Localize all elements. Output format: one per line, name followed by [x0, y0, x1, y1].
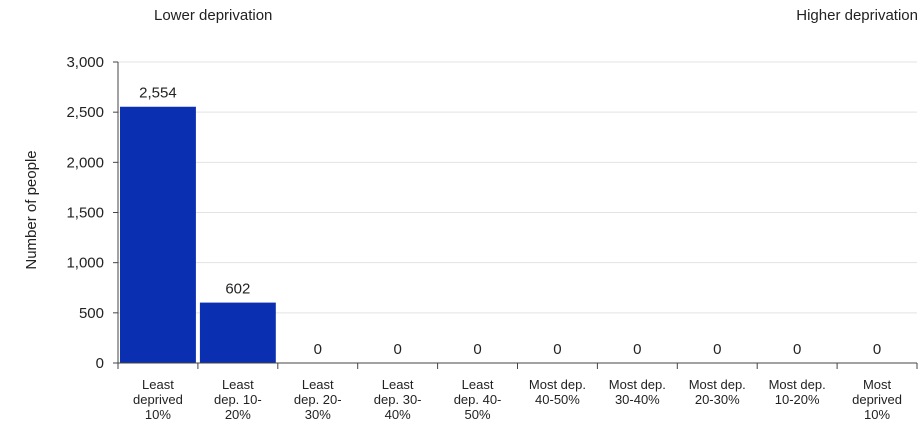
lower-deprivation-annotation: Lower deprivation — [154, 7, 273, 24]
x-tick-label: Least dep. 40-50% — [454, 377, 502, 422]
y-tick-label: 1,000 — [66, 255, 104, 272]
x-tick-label: Least dep. 30-40% — [374, 377, 422, 422]
data-label: 602 — [225, 281, 250, 298]
grid-lines — [118, 61, 917, 314]
y-tick-label: 2,000 — [66, 154, 104, 171]
y-tick-label: 500 — [79, 305, 104, 322]
data-label: 0 — [793, 341, 801, 358]
bar — [199, 302, 276, 363]
bar — [120, 106, 196, 364]
x-tick-label: Most dep. 40-50% — [529, 377, 586, 407]
data-label: 0 — [314, 341, 322, 358]
data-label: 0 — [713, 341, 721, 358]
higher-deprivation-annotation: Higher deprivation — [796, 7, 918, 24]
y-tick-label: 1,500 — [66, 205, 104, 222]
data-label: 0 — [473, 341, 481, 358]
bars — [120, 106, 276, 364]
x-tick-label: Most dep. 20-30% — [689, 377, 746, 407]
x-tick-labels: Least deprived 10% Least dep. 10-20% Least dep… — [133, 377, 902, 422]
x-tick-label: Least dep. 20-30% — [294, 377, 342, 422]
y-tick-label: 0 — [96, 355, 104, 372]
data-label: 0 — [633, 341, 641, 358]
x-tick-label: Most dep. 30-40% — [609, 377, 666, 407]
data-label: 0 — [873, 341, 881, 358]
x-tick-label: Most deprived 10% — [852, 377, 902, 422]
x-tick-label: Most dep. 10-20% — [769, 377, 826, 407]
y-tick-label: 2,500 — [66, 104, 104, 121]
data-label: 0 — [393, 341, 401, 358]
x-tick-label: Least dep. 10-20% — [214, 377, 262, 422]
y-tick-labels: 0 500 1,000 1,500 2,000 2,500 3,000 — [66, 54, 104, 372]
data-label: 0 — [553, 341, 561, 358]
x-tick-label: Least deprived 10% — [133, 377, 183, 422]
y-axis-label: Number of people — [23, 150, 40, 269]
data-label: 2,554 — [139, 85, 177, 102]
axes — [113, 61, 918, 369]
value-labels: 2,554 602 0 0 0 0 0 0 0 0 — [139, 85, 881, 358]
y-tick-label: 3,000 — [66, 54, 104, 71]
